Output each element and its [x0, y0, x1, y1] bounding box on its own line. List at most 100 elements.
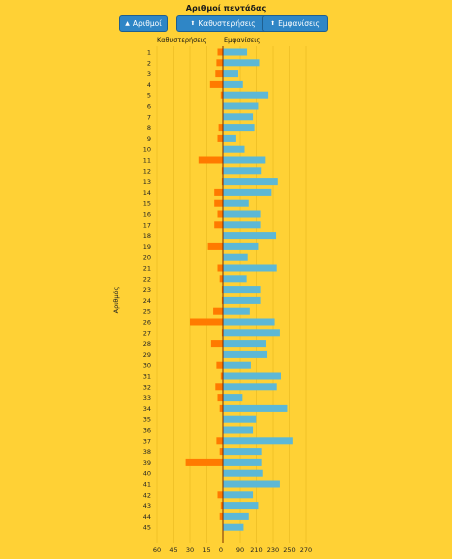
- delay-bar: [217, 491, 223, 499]
- appearance-bar: [223, 415, 257, 423]
- category-label: 7: [147, 113, 151, 121]
- caret-up-icon: ▲: [125, 20, 130, 27]
- category-label: 8: [147, 124, 151, 132]
- x-tick-label: 90: [236, 546, 244, 554]
- appearance-bar: [223, 340, 266, 348]
- delay-bar: [217, 210, 223, 218]
- appearance-bar: [223, 178, 278, 186]
- appearance-bar: [223, 210, 261, 218]
- category-label: 6: [147, 103, 151, 111]
- delay-bar: [210, 340, 223, 348]
- appearance-bar: [223, 145, 245, 153]
- delays-series-header: Καθυστερήσεις: [157, 36, 207, 44]
- category-label: 1: [147, 49, 151, 57]
- category-label: 31: [143, 373, 151, 381]
- delay-bar: [221, 296, 223, 304]
- category-label: 14: [143, 189, 151, 197]
- sort-by-appearances-label: Εμφανίσεις: [278, 19, 320, 28]
- category-label: 4: [147, 81, 151, 89]
- x-tick-label: 15: [202, 546, 210, 554]
- x-tick-label: 250: [283, 546, 295, 554]
- appearance-bar: [223, 361, 251, 369]
- delay-bar: [216, 59, 223, 67]
- appearance-bar: [223, 318, 275, 326]
- delay-bar: [207, 242, 223, 250]
- appearance-bar: [223, 221, 261, 229]
- category-label: 12: [143, 167, 151, 175]
- appearance-bar: [223, 48, 248, 56]
- appearance-bar: [223, 523, 244, 531]
- x-tick-label: 45: [169, 546, 177, 554]
- category-label: 16: [143, 211, 151, 219]
- grid-lines: [156, 46, 307, 543]
- y-axis-label: Αριθμός: [112, 286, 120, 313]
- delay-bar: [219, 275, 223, 283]
- delay-bar: [221, 329, 223, 337]
- category-label: 34: [143, 405, 151, 413]
- delay-bar: [217, 394, 223, 402]
- appearance-bar: [223, 70, 239, 78]
- appearance-bar: [223, 156, 266, 164]
- category-label: 24: [143, 297, 151, 305]
- appearance-bar: [223, 307, 250, 315]
- appearance-bar: [223, 458, 262, 466]
- delay-bar: [221, 178, 223, 186]
- appearance-bar: [223, 102, 259, 110]
- appearance-bar: [223, 448, 262, 456]
- caret-up-icon: ⬆: [190, 20, 196, 27]
- category-label: 9: [147, 135, 151, 143]
- delay-bar: [214, 188, 223, 196]
- caret-up-icon: ⬆: [270, 20, 276, 27]
- category-label: 10: [143, 146, 151, 154]
- appearance-bar: [223, 502, 259, 510]
- appearance-bar: [223, 437, 293, 445]
- category-label: 18: [143, 232, 151, 240]
- appearance-bar: [223, 91, 269, 99]
- delay-bar: [219, 404, 223, 412]
- appearances-series-header: Εμφανίσεις: [224, 36, 260, 44]
- delay-bar: [185, 458, 223, 466]
- appearance-bar: [223, 469, 263, 477]
- category-label: 45: [143, 524, 151, 532]
- bars: [185, 48, 293, 531]
- delay-bar: [220, 502, 223, 510]
- category-label: 43: [143, 502, 151, 510]
- category-label: 39: [143, 459, 151, 467]
- sort-by-number-button[interactable]: ▲ Αριθμοί: [119, 15, 168, 32]
- appearance-bar: [223, 59, 260, 67]
- delay-bar: [220, 91, 223, 99]
- category-label: 44: [143, 513, 151, 521]
- appearance-bar: [223, 480, 280, 488]
- appearance-bar: [223, 383, 277, 391]
- category-label: 38: [143, 448, 151, 456]
- appearance-bar: [223, 404, 288, 412]
- appearance-bar: [223, 167, 262, 175]
- category-label: 35: [143, 416, 151, 424]
- appearance-bar: [223, 491, 254, 499]
- appearance-bar: [223, 253, 248, 261]
- delay-bar: [214, 199, 223, 207]
- category-label: 36: [143, 427, 151, 435]
- category-label: 20: [143, 254, 151, 262]
- category-label: 27: [143, 329, 151, 337]
- delay-bar: [217, 264, 223, 272]
- appearance-bar: [223, 426, 254, 434]
- appearance-bar: [223, 329, 280, 337]
- category-label: 30: [143, 362, 151, 370]
- category-label: 21: [143, 265, 151, 273]
- category-label: 37: [143, 437, 151, 445]
- delay-bar: [215, 70, 223, 78]
- delay-bar: [219, 448, 223, 456]
- category-label: 17: [143, 221, 151, 229]
- delay-bar: [219, 512, 223, 520]
- x-tick-label: 30: [186, 546, 194, 554]
- category-label: 40: [143, 470, 151, 478]
- category-label: 2: [147, 59, 151, 67]
- category-label: 22: [143, 275, 151, 283]
- sort-by-delays-label: Καθυστερήσεις: [198, 19, 256, 28]
- appearance-bar: [223, 286, 261, 294]
- sort-by-appearances-button[interactable]: ⬆ Εμφανίσεις: [262, 15, 328, 32]
- category-label: 29: [143, 351, 151, 359]
- sort-by-number-label: Αριθμοί: [132, 19, 162, 28]
- category-label: 3: [147, 70, 151, 78]
